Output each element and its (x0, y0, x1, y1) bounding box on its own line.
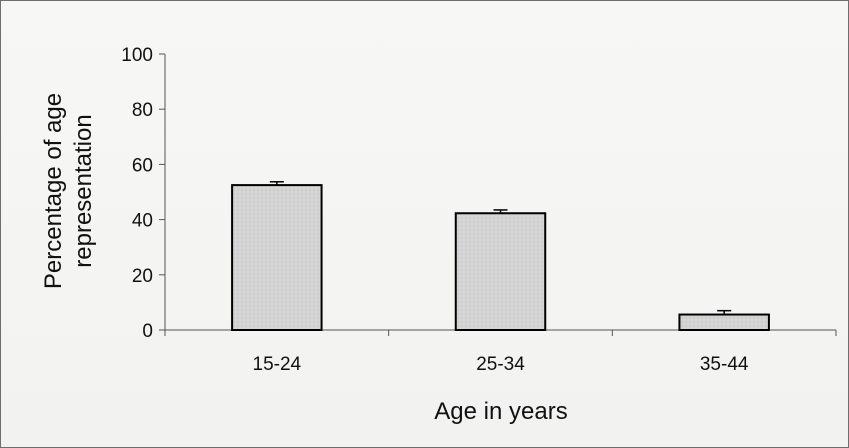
bar (231, 184, 323, 331)
y-tick-label: 100 (121, 45, 153, 66)
y-tick-label: 0 (142, 321, 153, 342)
x-tick-label: 25-34 (476, 354, 525, 375)
y-axis-title-line-2: representation (70, 114, 97, 267)
x-tick-label: 15-24 (253, 354, 302, 375)
bar (454, 212, 547, 331)
x-axis-title: Age in years (434, 398, 567, 425)
bar (678, 313, 770, 332)
y-tick-label: 20 (132, 266, 153, 287)
y-tick-label: 60 (132, 155, 153, 176)
y-tick-label: 40 (132, 211, 153, 232)
y-tick-label: 80 (132, 100, 153, 121)
y-axis-title-line-1: Percentage of age (40, 93, 67, 289)
plot-area: 0 20 40 60 80 100 15-24 25-34 35-44 (121, 45, 837, 375)
x-tick-label: 35-44 (700, 354, 749, 375)
